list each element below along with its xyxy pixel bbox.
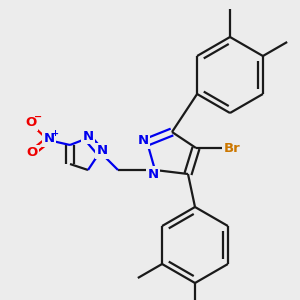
Text: O: O (26, 116, 37, 130)
Text: N: N (96, 145, 108, 158)
Text: N: N (44, 133, 55, 146)
Text: O: O (26, 146, 38, 160)
Text: N: N (137, 134, 148, 148)
Text: Br: Br (224, 142, 240, 154)
Text: +: + (52, 128, 58, 137)
Text: −: − (34, 112, 42, 122)
Text: N: N (82, 130, 94, 142)
Text: N: N (147, 167, 159, 181)
